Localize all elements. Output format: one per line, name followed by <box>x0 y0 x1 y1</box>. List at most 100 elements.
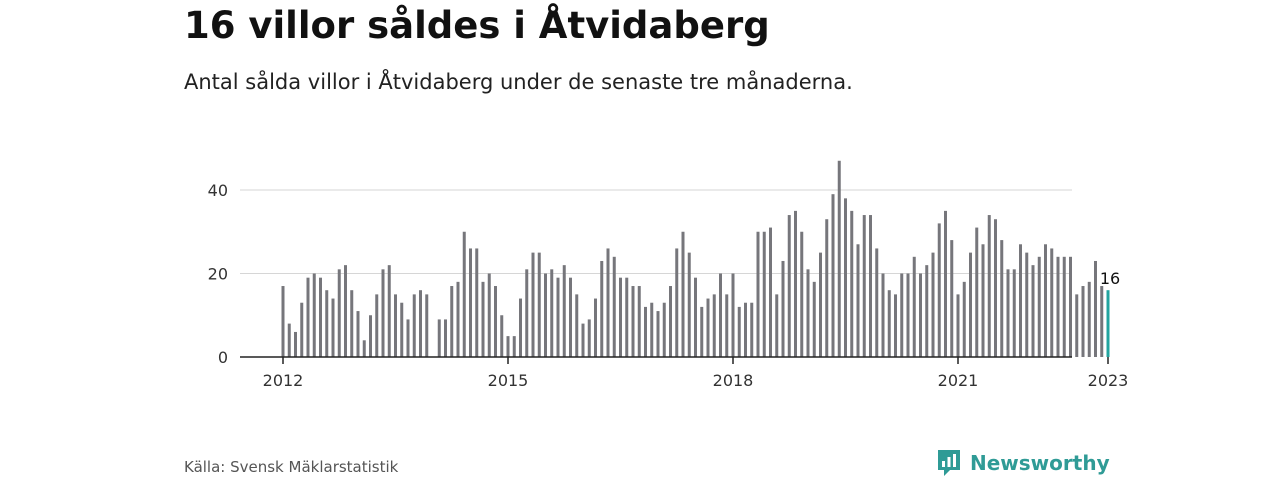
bar <box>287 323 291 357</box>
bar <box>637 286 641 357</box>
bar <box>1100 286 1104 357</box>
bar <box>437 319 441 357</box>
bar <box>906 273 910 357</box>
bar <box>856 244 860 357</box>
page-title: 16 villor såldes i Åtvidaberg <box>184 4 770 47</box>
bar <box>469 248 472 357</box>
bar <box>762 231 766 357</box>
bar <box>544 273 547 357</box>
bar <box>787 215 791 357</box>
x-tick-label: 2018 <box>713 371 754 390</box>
bar <box>875 248 879 357</box>
y-tick-label: 20 <box>208 265 228 284</box>
bar <box>831 194 835 357</box>
bar <box>575 294 579 357</box>
bar <box>350 290 354 357</box>
bar <box>381 269 385 357</box>
bar <box>300 302 304 357</box>
bar <box>819 252 822 357</box>
bar <box>1075 294 1079 357</box>
bar <box>531 252 535 357</box>
bar <box>494 286 497 357</box>
bar <box>812 281 816 357</box>
bar <box>387 265 391 357</box>
bar <box>587 319 591 357</box>
brand-logo[interactable]: Newsworthy <box>936 448 1110 478</box>
bar <box>806 269 810 357</box>
bar <box>344 265 347 357</box>
bar <box>1094 260 1097 357</box>
x-tick-label: 2021 <box>938 371 979 390</box>
bar <box>769 227 772 357</box>
bar <box>362 340 366 357</box>
bar <box>475 248 479 357</box>
bar <box>950 240 954 357</box>
bar <box>500 315 504 357</box>
y-tick-label: 40 <box>208 181 228 200</box>
bar <box>737 306 741 357</box>
bar <box>725 294 729 357</box>
bar <box>669 286 672 357</box>
brand-name: Newsworthy <box>970 451 1110 475</box>
bar <box>1037 256 1041 357</box>
bar <box>1019 244 1022 357</box>
bar <box>1069 256 1072 357</box>
bar <box>562 265 566 357</box>
bar <box>1087 281 1091 357</box>
bar <box>650 302 654 357</box>
bar <box>525 269 529 357</box>
bar <box>294 331 297 357</box>
bar <box>419 290 422 357</box>
bar <box>612 256 616 357</box>
bar <box>781 260 785 357</box>
x-tick-label: 2012 <box>263 371 304 390</box>
bar <box>706 298 710 357</box>
bar <box>600 260 604 357</box>
bar <box>944 210 947 357</box>
bar <box>312 273 316 357</box>
bar <box>775 294 779 357</box>
bar <box>681 231 685 357</box>
bar <box>837 160 841 357</box>
bar <box>981 244 985 357</box>
bar <box>425 294 429 357</box>
bar <box>481 281 485 357</box>
bar <box>1062 256 1066 357</box>
bar <box>894 294 897 357</box>
bar <box>900 273 904 357</box>
bar <box>569 277 572 357</box>
bar <box>925 265 929 357</box>
bar <box>862 215 866 357</box>
bar <box>962 281 966 357</box>
bar <box>750 302 754 357</box>
bar <box>1012 269 1016 357</box>
bar <box>375 294 379 357</box>
bar <box>406 319 410 357</box>
bar <box>937 223 941 357</box>
bar <box>369 315 372 357</box>
bar <box>512 336 516 357</box>
bar <box>931 252 935 357</box>
bar <box>881 273 885 357</box>
bar <box>1025 252 1029 357</box>
bar <box>975 227 979 357</box>
bar <box>519 298 522 357</box>
bar <box>719 273 722 357</box>
bar <box>394 294 397 357</box>
bar <box>844 198 847 357</box>
bar <box>1081 286 1085 357</box>
bar <box>1031 265 1035 357</box>
bar <box>700 306 704 357</box>
bar <box>731 273 735 357</box>
bar <box>462 231 466 357</box>
y-tick-label: 0 <box>218 348 228 367</box>
bar <box>400 302 404 357</box>
bar <box>794 210 797 357</box>
x-tick-label: 2023 <box>1088 371 1129 390</box>
bar <box>456 281 460 357</box>
bar <box>969 252 972 357</box>
bar <box>644 306 647 357</box>
bar <box>850 210 854 357</box>
source-note: Källa: Svensk Mäklarstatistik <box>184 458 399 476</box>
